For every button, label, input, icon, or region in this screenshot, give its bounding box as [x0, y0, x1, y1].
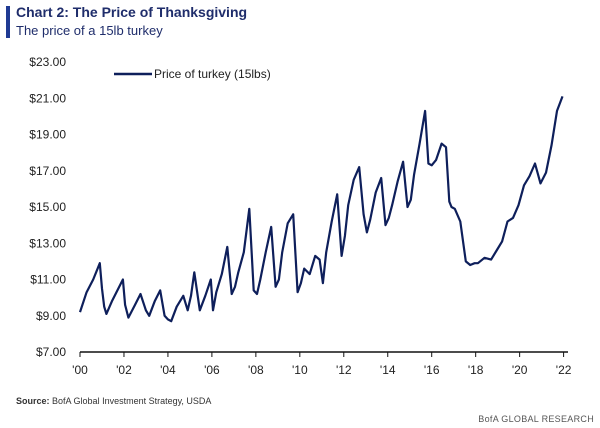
x-tick-label: '18: [468, 363, 484, 377]
x-tick-label: '02: [116, 363, 132, 377]
x-tick-label: '20: [512, 363, 528, 377]
y-tick-label: $13.00: [29, 236, 66, 250]
x-tick-label: '16: [424, 363, 440, 377]
y-tick-label: $17.00: [29, 164, 66, 178]
source-text: BofA Global Investment Strategy, USDA: [52, 396, 212, 406]
series-line-turkey-price: [78, 96, 564, 323]
legend-label: Price of turkey (15lbs): [154, 67, 271, 81]
title-accent-bar: [6, 6, 10, 38]
y-axis: $7.00 $9.00 $11.00 $13.00 $15.00 $17.00 $19.00…: [29, 55, 66, 359]
y-tick-label: $23.00: [29, 55, 66, 69]
x-tick-label: '22: [556, 363, 572, 377]
y-tick-label: $21.00: [29, 91, 66, 105]
y-tick-label: $19.00: [29, 128, 66, 142]
y-tick-label: $7.00: [36, 345, 66, 359]
plot-area: [78, 96, 564, 323]
source-label: Source:: [16, 396, 50, 406]
chart-title: Chart 2: The Price of Thanksgiving: [16, 4, 248, 20]
x-tick-label: '14: [380, 363, 396, 377]
x-axis: '00 '02 '04 '06 '08 '10 '12 '14 '16 '18 '20 '22: [72, 351, 572, 377]
x-tick-label: '04: [160, 363, 176, 377]
footer-brand: BofA GLOBAL RESEARCH: [478, 414, 594, 424]
y-tick-label: $11.00: [30, 273, 66, 287]
y-tick-label: $9.00: [36, 309, 66, 323]
y-tick-label: $15.00: [29, 200, 66, 214]
legend: Price of turkey (15lbs): [114, 67, 271, 81]
source-note: Source: BofA Global Investment Strategy,…: [16, 396, 211, 406]
chart-subtitle: The price of a 15lb turkey: [16, 23, 163, 38]
x-tick-label: '06: [204, 363, 220, 377]
x-tick-label: '08: [248, 363, 264, 377]
x-tick-label: '12: [336, 363, 352, 377]
turkey-price-chart: $7.00 $9.00 $11.00 $13.00 $15.00 $17.00 $19.00…: [29, 55, 572, 377]
x-tick-label: '00: [72, 363, 88, 377]
x-tick-label: '10: [292, 363, 308, 377]
